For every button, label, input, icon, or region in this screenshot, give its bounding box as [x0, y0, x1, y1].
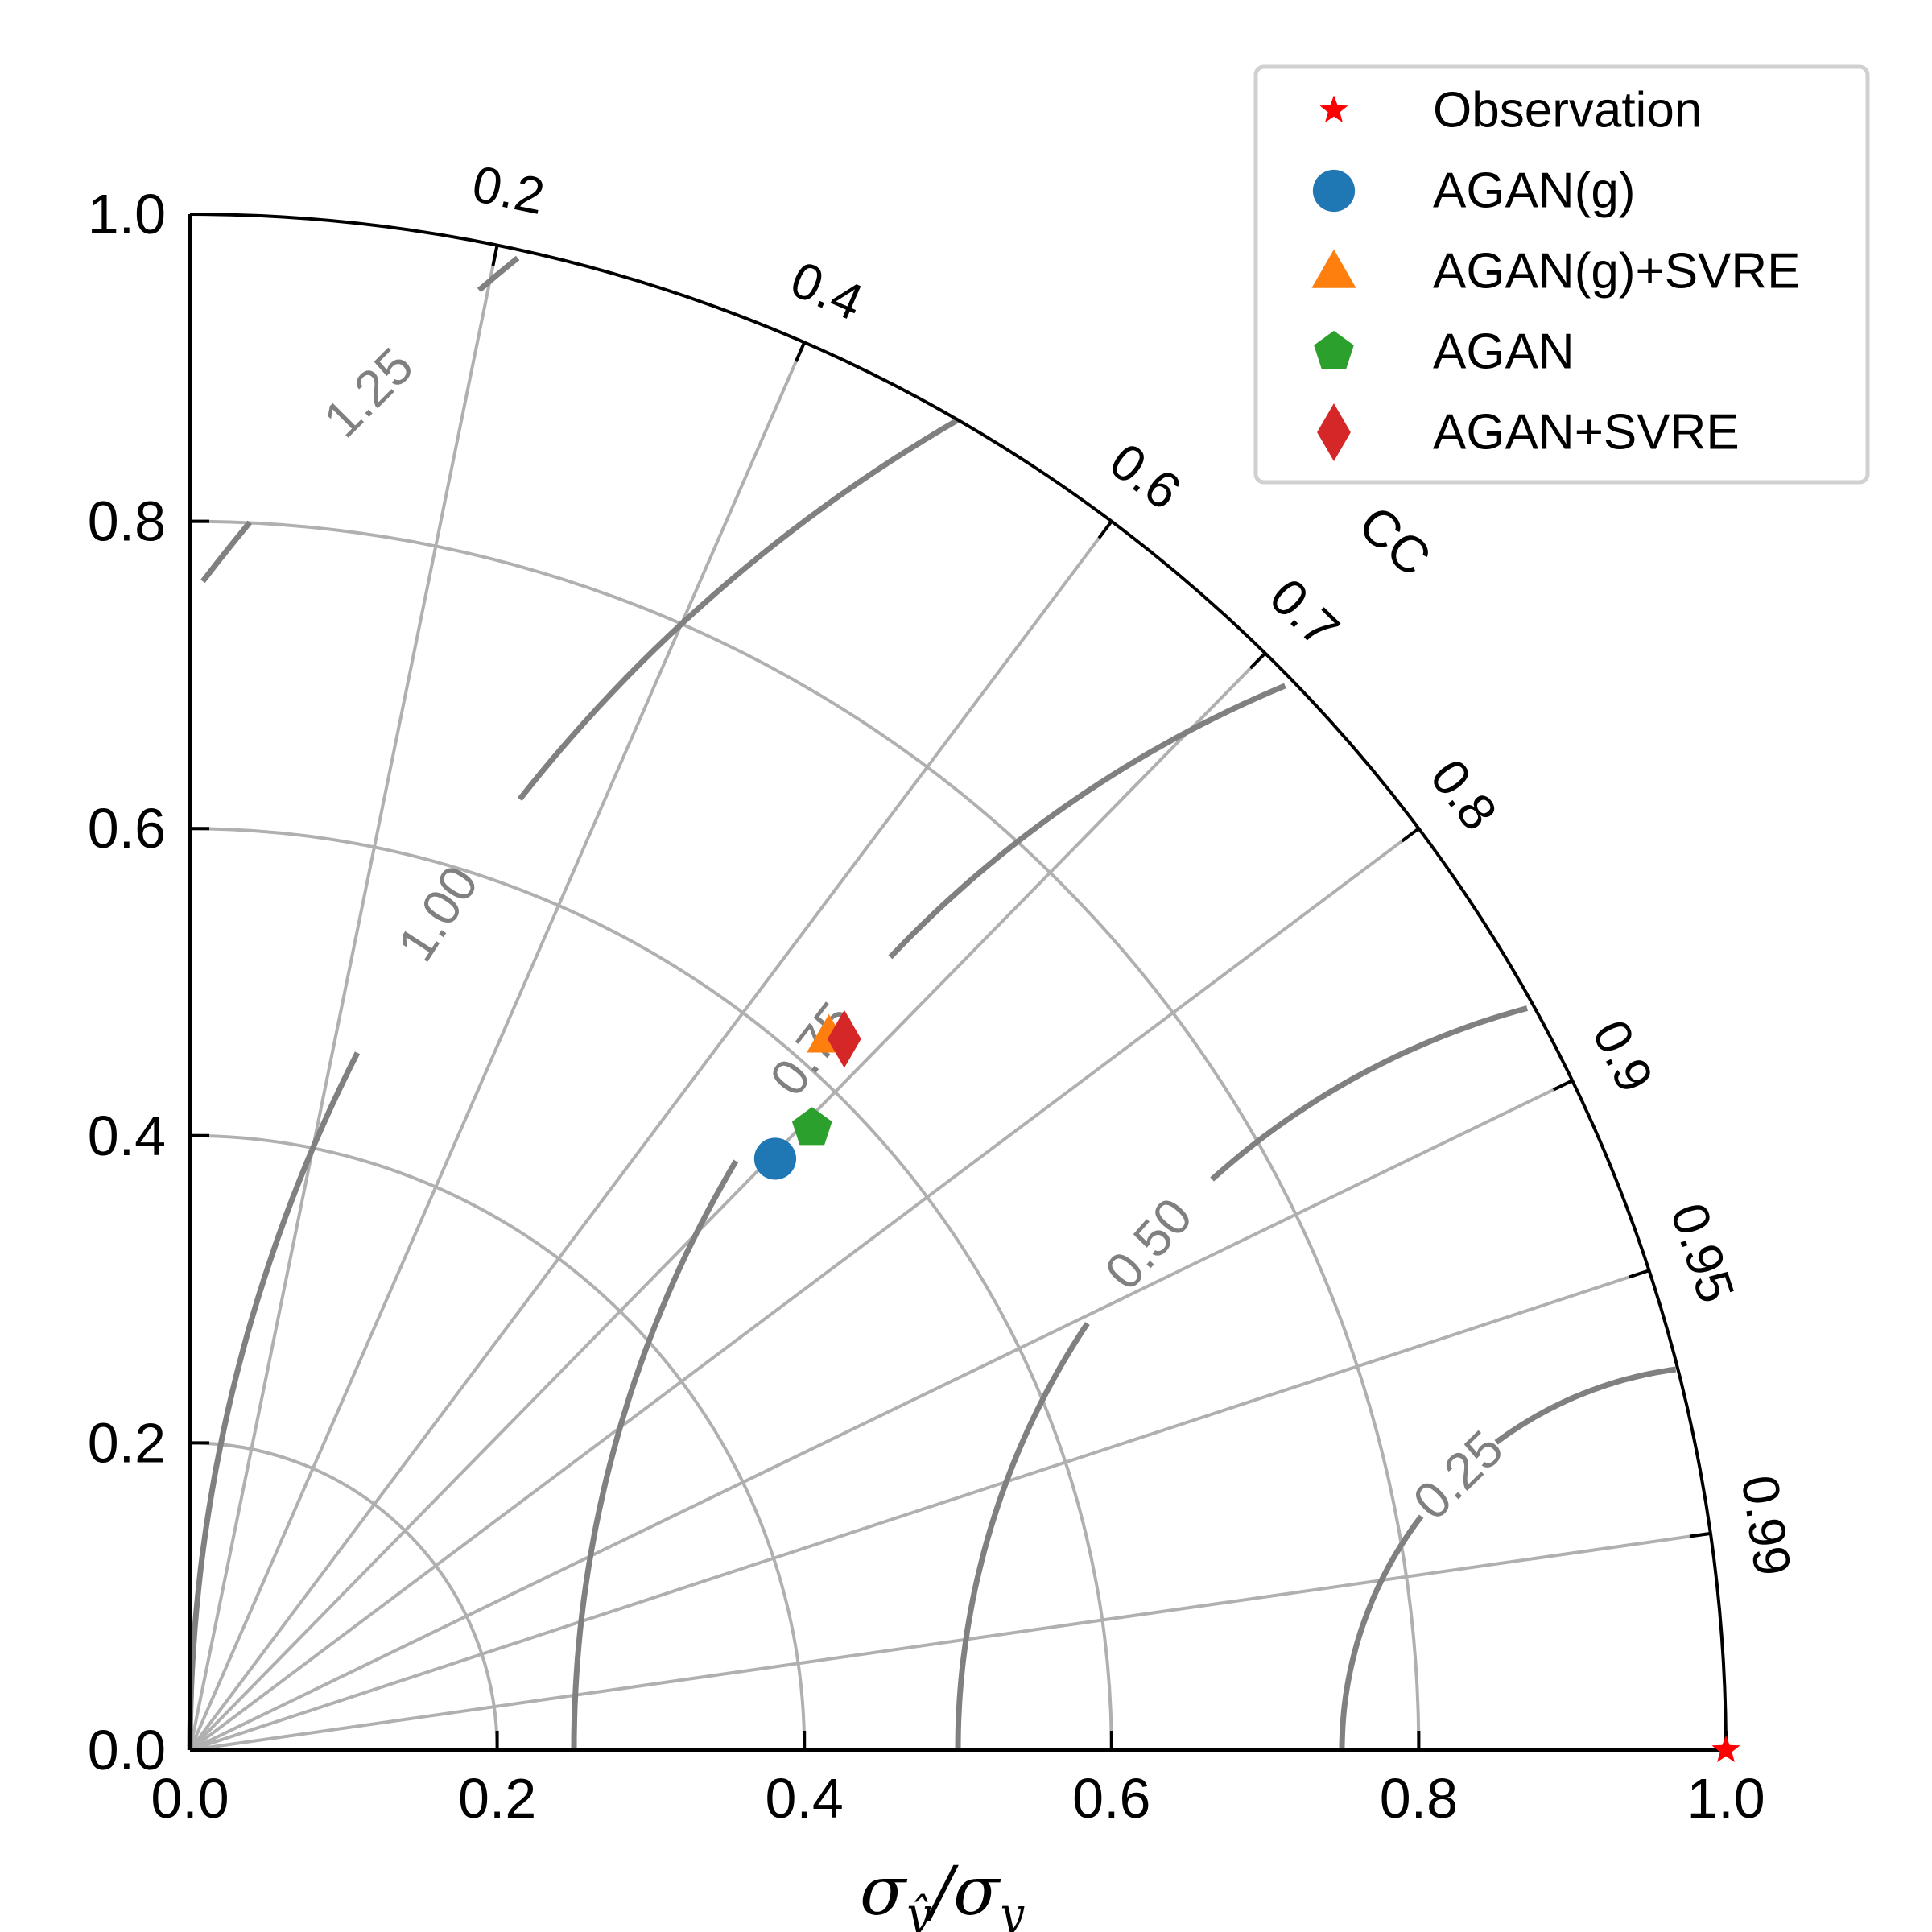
- crms-label-0.50: 0.50: [1094, 1187, 1203, 1300]
- cc-tick-0.6: [1097, 520, 1113, 539]
- crms-contour-1.25-seg2: [477, 255, 520, 293]
- crms-contour-0.25-seg2: [1494, 1366, 1677, 1445]
- legend: Observation AGAN(g) AGAN(g)+SVRE AGAN AGAN+S…: [1253, 64, 1870, 485]
- crms-contour-0.75-seg1: [571, 1159, 739, 1751]
- legend-frame: [1253, 64, 1870, 485]
- cc-line-0.9: [189, 1079, 1574, 1752]
- x-tick-label-0.8: 0.8: [1380, 1767, 1458, 1830]
- crms-contour-0.75-seg2: [888, 683, 1286, 960]
- crms-label-1.25: 1.25: [312, 336, 424, 448]
- cc-line-0.95: [189, 1269, 1650, 1752]
- crms-contour-0.50-seg1: [955, 1322, 1090, 1751]
- cc-tick-0.2: [491, 245, 499, 266]
- cc-tick-label-0.95: 0.95: [1659, 1196, 1745, 1310]
- std-arc-0.6: [189, 827, 1113, 1751]
- x-axis-label: σŷ/σy: [860, 1852, 1026, 1932]
- std-arc-0.2: [189, 1441, 499, 1751]
- point-agan-g-: [753, 1137, 797, 1180]
- crms-contour-0.50-seg2: [1210, 1005, 1529, 1182]
- y-tick-label-0.4: 0.4: [88, 1104, 166, 1167]
- cc-tick-label-0.4: 0.4: [782, 250, 871, 332]
- legend-marker-agan-g-: [1312, 169, 1356, 213]
- legend-label-agan-g-svre: AGAN(g)+SVRE: [1433, 244, 1801, 299]
- crms-contour-1.25-seg1: [200, 520, 253, 584]
- y-tick-label-0.8: 0.8: [88, 490, 166, 553]
- cc-tick-0.9: [1552, 1079, 1574, 1092]
- std-arc-0.8: [189, 519, 1421, 1751]
- cc-tick-0.95: [1629, 1269, 1650, 1279]
- grid-layer: [188, 245, 1711, 1752]
- cc-tick-label-0.7: 0.7: [1259, 568, 1351, 659]
- y-tick-label-0.0: 0.0: [88, 1719, 166, 1781]
- crms-contour-0.25-seg1: [1339, 1514, 1424, 1750]
- x-tick-label-1.0: 1.0: [1686, 1767, 1765, 1830]
- legend-label-agan-svre: AGAN+SVRE: [1433, 405, 1740, 460]
- cc-axis-label: CC: [1348, 494, 1442, 587]
- x-label-sigma-2: σ: [953, 1852, 1001, 1930]
- cc-line-0.7: [188, 652, 1267, 1752]
- y-tick-label-0.6: 0.6: [88, 797, 166, 860]
- cc-tick-0.4: [794, 341, 807, 362]
- cc-tick-label-0.8: 0.8: [1419, 749, 1509, 840]
- crms-contour-1.00-seg2: [517, 417, 960, 801]
- cc-line-0.6: [188, 520, 1113, 1752]
- cc-line-0.2: [188, 245, 499, 1751]
- cc-tick-0.8: [1401, 827, 1420, 843]
- data-points: [753, 1009, 1740, 1762]
- cc-tick-label-0.2: 0.2: [468, 155, 550, 225]
- cc-line-0.8: [188, 827, 1420, 1752]
- y-tick-label-0.2: 0.2: [88, 1411, 166, 1474]
- outer-arc: [189, 213, 1728, 1751]
- legend-label-observation: Observation: [1433, 83, 1702, 138]
- cc-tick-label-0.99: 0.99: [1731, 1472, 1802, 1579]
- cc-line-0.99: [189, 1531, 1711, 1752]
- cc-line-0.4: [188, 341, 807, 1751]
- cc-tick-label-0.9: 0.9: [1581, 1011, 1665, 1100]
- cc-tick-label-0.6: 0.6: [1100, 431, 1191, 521]
- legend-label-agan: AGAN: [1433, 324, 1575, 380]
- legend-marker-agan-svre: [1317, 403, 1351, 461]
- x-label-yhat: ŷ: [904, 1889, 931, 1932]
- crms-label-0.25: 0.25: [1402, 1419, 1513, 1531]
- x-label-sigma-1: σ: [860, 1852, 908, 1930]
- legend-marker-agan-g-svre: [1311, 249, 1356, 288]
- x-tick-label-0.2: 0.2: [458, 1767, 536, 1830]
- legend-marker-agan: [1314, 330, 1354, 369]
- legend-marker-observation: [1319, 95, 1348, 122]
- x-tick-label-0.4: 0.4: [766, 1767, 844, 1830]
- point-agan: [791, 1107, 832, 1146]
- x-tick-label-0.0: 0.0: [151, 1767, 229, 1830]
- crms-contour-1.00-seg1: [187, 1051, 361, 1751]
- cc-tick-0.7: [1249, 652, 1267, 670]
- x-tick-label-0.6: 0.6: [1072, 1767, 1150, 1830]
- cc-tick-0.99: [1689, 1531, 1711, 1538]
- legend-label-agan-g-: AGAN(g): [1433, 163, 1635, 219]
- y-tick-label-1.0: 1.0: [88, 183, 166, 246]
- point-observation: [1711, 1735, 1740, 1762]
- x-label-y: y: [998, 1889, 1026, 1932]
- point-agan-svre: [827, 1009, 861, 1068]
- std-arc-0.4: [189, 1133, 807, 1751]
